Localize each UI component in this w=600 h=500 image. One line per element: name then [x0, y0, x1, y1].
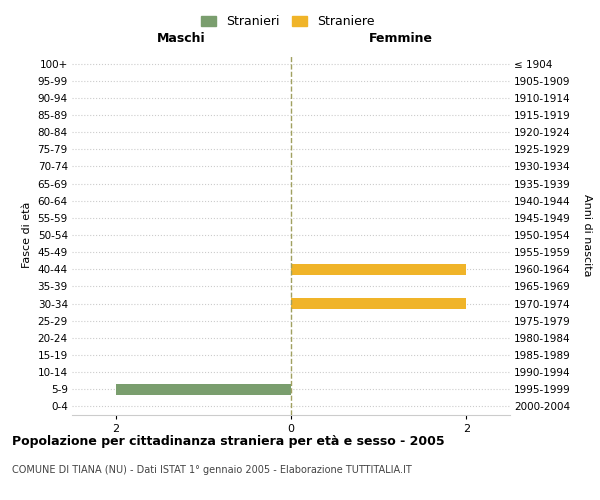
Y-axis label: Anni di nascita: Anni di nascita: [582, 194, 592, 276]
Text: Femmine: Femmine: [368, 32, 433, 44]
Text: Popolazione per cittadinanza straniera per età e sesso - 2005: Popolazione per cittadinanza straniera p…: [12, 435, 445, 448]
Y-axis label: Fasce di età: Fasce di età: [22, 202, 32, 268]
Bar: [291, 298, 466, 309]
Bar: [116, 384, 291, 395]
Text: COMUNE DI TIANA (NU) - Dati ISTAT 1° gennaio 2005 - Elaborazione TUTTITALIA.IT: COMUNE DI TIANA (NU) - Dati ISTAT 1° gen…: [12, 465, 412, 475]
Text: Maschi: Maschi: [157, 32, 206, 44]
Bar: [291, 264, 466, 275]
Legend: Stranieri, Straniere: Stranieri, Straniere: [197, 11, 379, 32]
